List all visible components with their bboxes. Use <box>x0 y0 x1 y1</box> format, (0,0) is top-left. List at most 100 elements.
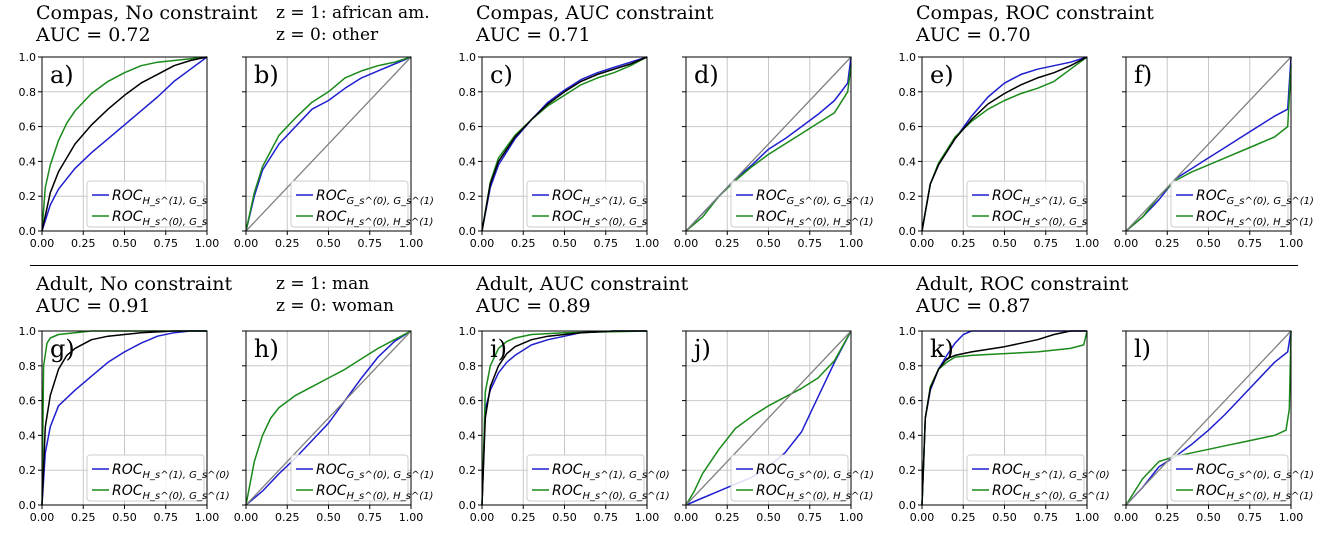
y-tick-label: 0.0 <box>899 499 917 512</box>
legend-label: ROCH_s^(0), G_s^(1) <box>552 483 670 502</box>
panel-label: h) <box>254 335 279 363</box>
series-line-black <box>481 56 648 232</box>
x-tick-label: 1.00 <box>1075 237 1100 250</box>
x-tick-label: 0.25 <box>715 511 740 524</box>
y-tick-label: 1.0 <box>19 325 37 338</box>
x-tick-label: 0.50 <box>552 511 577 524</box>
x-tick-label: 0.25 <box>1155 237 1180 250</box>
y-tick-label: 0.0 <box>459 499 477 512</box>
y-tick-label: 0.2 <box>899 464 917 477</box>
panel-label: b) <box>254 61 279 89</box>
y-tick-label: 0.8 <box>459 360 477 373</box>
series-line-green <box>245 56 412 232</box>
header-title: Adult, AUC constraint <box>476 273 689 295</box>
header-auc: AUC = 0.87 <box>916 295 1031 317</box>
chart-panel-h: 0.00 0.25 0.50 0.75 1.00 h) ROCG_s^(0), G_s^(1… <box>234 330 434 524</box>
x-tick-label: 0.50 <box>992 237 1017 250</box>
header-title: Compas, ROC constraint <box>916 2 1154 24</box>
series-line-green <box>685 330 852 506</box>
legend-label: ROCG_s^(0), G_s^(1) <box>756 188 874 207</box>
y-tick-label: 0.6 <box>19 395 37 408</box>
legend-box <box>526 180 645 228</box>
x-tick-label: 0.75 <box>1238 511 1263 524</box>
x-tick-label: 0.50 <box>756 511 781 524</box>
header-adult-auc: Adult, AUC constraint AUC = 0.89 <box>476 273 688 317</box>
legend-label: ROCH_s^(0), G_s^(1) <box>112 483 230 502</box>
series-line-blue <box>41 56 208 232</box>
x-tick-label: 0.00 <box>30 237 55 250</box>
legend-box <box>966 180 1085 228</box>
chart-panel-g: 0.00 0.25 0.50 0.75 1.00 0.0 0.2 0.4 0.6 0.8 1.0 g)… <box>19 325 230 524</box>
legend-label: ROCG_s^(0), G_s^(1) <box>756 462 874 481</box>
y-tick-label: 0.4 <box>899 429 917 442</box>
x-tick-label: 0.00 <box>674 237 699 250</box>
group-z1: z = 1: man <box>276 274 370 294</box>
y-tick-label: 0.0 <box>459 225 477 238</box>
series-line-blue <box>245 56 412 232</box>
legend-label: ROCH_s^(0), G_s <box>992 209 1087 228</box>
y-tick-label: 0.0 <box>19 499 37 512</box>
series-line-gray <box>1125 56 1292 232</box>
header-title: Adult, No constraint <box>36 273 233 295</box>
header-title: Compas, AUC constraint <box>476 2 714 24</box>
series-line-blue <box>41 330 207 506</box>
legend-box <box>86 454 205 502</box>
series-line-black <box>921 330 1087 506</box>
legend-box <box>730 180 849 228</box>
panel-label: e) <box>930 61 954 89</box>
y-tick-label: 0.6 <box>899 395 917 408</box>
x-tick-label: 0.00 <box>674 511 699 524</box>
x-tick-label: 1.00 <box>1075 511 1100 524</box>
x-tick-label: 0.75 <box>594 511 619 524</box>
y-tick-label: 0.2 <box>899 190 917 203</box>
x-tick-label: 0.75 <box>1238 237 1263 250</box>
panel-label: k) <box>930 335 954 363</box>
x-tick-label: 0.25 <box>275 237 300 250</box>
legend-box <box>966 454 1085 502</box>
x-tick-label: 0.75 <box>594 237 619 250</box>
header-compas-auc: Compas, AUC constraint AUC = 0.71 <box>476 2 714 46</box>
x-tick-label: 0.25 <box>71 511 96 524</box>
y-tick-label: 0.2 <box>19 464 37 477</box>
group-z1: z = 1: african am. <box>276 3 430 23</box>
legend-label: ROCH_s^(1), G_s^(0) <box>992 462 1110 481</box>
x-tick-label: 0.00 <box>1114 237 1139 250</box>
legend-label: ROCH_s^(0), G_s <box>552 209 647 228</box>
series-line-blue <box>481 56 648 232</box>
series-line-gray <box>245 330 412 506</box>
y-tick-label: 0.4 <box>459 155 477 168</box>
y-tick-label: 0.6 <box>459 395 477 408</box>
x-tick-label: 0.50 <box>316 511 341 524</box>
x-tick-label: 1.00 <box>839 237 864 250</box>
legend-label: ROCH_s^(0), H_s^(1) <box>1196 209 1313 228</box>
x-tick-label: 0.75 <box>1034 511 1059 524</box>
chart-panel-d: 0.00 0.25 0.50 0.75 1.00 d) ROCG_s^(0), G_s^(1… <box>674 56 874 250</box>
legend-box <box>730 454 849 502</box>
x-tick-label: 0.25 <box>71 237 96 250</box>
y-tick-label: 0.6 <box>899 121 917 134</box>
x-tick-label: 0.75 <box>154 511 179 524</box>
chart-panel-e: 0.00 0.25 0.50 0.75 1.00 0.0 0.2 0.4 0.6 0.8 1.0 e)… <box>899 51 1100 250</box>
x-tick-label: 1.00 <box>399 237 424 250</box>
y-tick-label: 0.6 <box>459 121 477 134</box>
chart-panel-b: 0.00 0.25 0.50 0.75 1.00 b) ROCG_s^(0), G_s^(1… <box>234 56 434 250</box>
legend-box <box>290 454 409 502</box>
panel-label: c) <box>490 61 513 89</box>
y-tick-label: 0.0 <box>899 225 917 238</box>
x-tick-label: 0.50 <box>1196 511 1221 524</box>
x-tick-label: 0.25 <box>511 511 536 524</box>
header-title: Compas, No constraint <box>36 2 258 24</box>
x-tick-label: 0.50 <box>756 237 781 250</box>
y-tick-label: 1.0 <box>19 51 37 64</box>
panel-label: l) <box>1134 335 1151 363</box>
y-tick-label: 0.8 <box>19 360 37 373</box>
legend-label: ROCH_s^(0), G_s^(1) <box>992 483 1110 502</box>
legend-box <box>1170 180 1289 228</box>
panel-label: d) <box>694 61 719 89</box>
series-line-green <box>481 56 648 232</box>
y-tick-label: 1.0 <box>459 51 477 64</box>
header-auc: AUC = 0.91 <box>36 295 151 317</box>
series-line-green <box>481 330 648 506</box>
y-tick-label: 1.0 <box>899 325 917 338</box>
group-note-adult: z = 1: man z = 0: woman <box>276 273 394 317</box>
